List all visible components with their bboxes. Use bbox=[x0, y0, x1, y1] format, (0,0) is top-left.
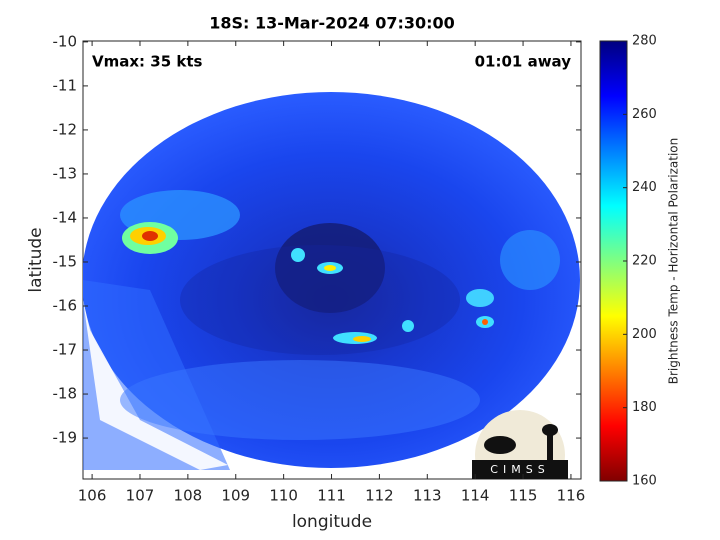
satellite-image bbox=[83, 92, 580, 470]
colorbar-tick-label: 240 bbox=[632, 180, 657, 195]
x-tick-label: 112 bbox=[365, 487, 394, 505]
colorbar bbox=[599, 40, 628, 482]
chart-title: 18S: 13-Mar-2024 07:30:00 bbox=[209, 14, 455, 33]
logo: CIMSS bbox=[472, 410, 568, 479]
x-tick-label: 107 bbox=[126, 487, 155, 505]
colorbar-tick-label: 180 bbox=[632, 400, 657, 415]
y-tick-label: -11 bbox=[53, 76, 78, 94]
colorbar-tick-label: 260 bbox=[632, 107, 657, 122]
x-tick-label: 110 bbox=[269, 487, 298, 505]
annotation: 01:01 away bbox=[475, 53, 572, 71]
x-tick-label: 109 bbox=[221, 487, 250, 505]
logo-text: CIMSS bbox=[490, 463, 549, 476]
y-tick-label: -15 bbox=[53, 252, 78, 270]
colorbar-tick-label: 280 bbox=[632, 34, 657, 49]
annotation: Vmax: 35 kts bbox=[92, 53, 202, 71]
colorbar-label: Brightness Temp - Horizontal Polarizatio… bbox=[667, 138, 681, 385]
x-tick-label: 108 bbox=[174, 487, 203, 505]
colorbar-tick-label: 160 bbox=[632, 474, 657, 489]
y-tick-label: -14 bbox=[53, 208, 78, 226]
x-axis-label: longitude bbox=[292, 512, 372, 532]
x-tick-label: 116 bbox=[557, 487, 586, 505]
x-tick-label: 114 bbox=[461, 487, 490, 505]
colorbar-tick-label: 220 bbox=[632, 254, 657, 269]
y-tick-label: -18 bbox=[53, 385, 78, 403]
y-tick-label: -19 bbox=[53, 429, 78, 447]
y-tick-label: -16 bbox=[53, 297, 78, 315]
x-tick-label: 106 bbox=[78, 487, 107, 505]
y-tick-label: -10 bbox=[53, 32, 78, 50]
x-tick-label: 111 bbox=[317, 487, 346, 505]
y-tick-label: -13 bbox=[53, 164, 78, 182]
colorbar-tick-label: 200 bbox=[632, 327, 657, 342]
y-tick-label: -17 bbox=[53, 341, 78, 359]
y-axis-label: latitude bbox=[26, 227, 46, 292]
x-tick-label: 113 bbox=[413, 487, 442, 505]
y-tick-label: -12 bbox=[53, 120, 78, 138]
x-tick-label: 115 bbox=[509, 487, 538, 505]
